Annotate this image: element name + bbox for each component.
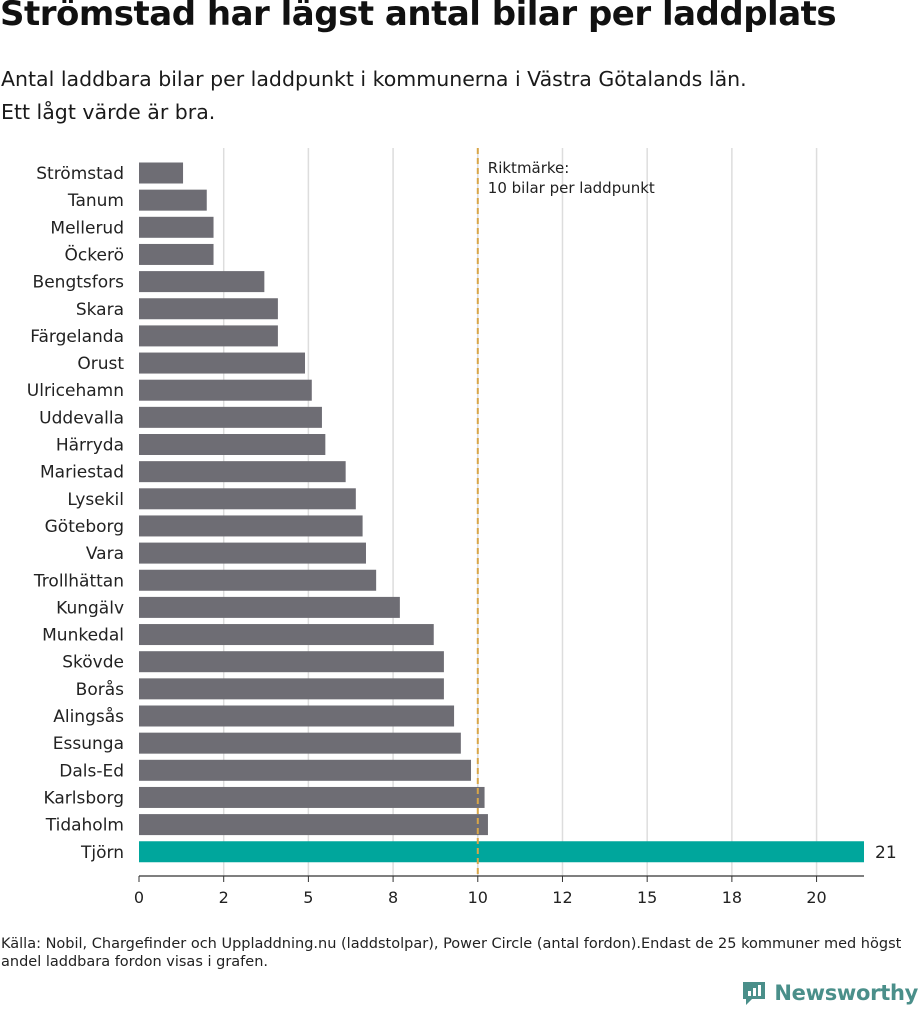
bar-tjörn	[139, 841, 864, 863]
x-tick-label: 18	[722, 888, 742, 907]
category-label: Härryda	[56, 436, 124, 456]
category-label: Dals-Ed	[59, 761, 124, 781]
bar-munkedal	[139, 624, 434, 646]
category-label: Vara	[86, 544, 124, 564]
subtitle-line-2: Ett lågt värde är bra.	[1, 100, 216, 124]
bar-mariestad	[139, 461, 346, 483]
category-label: Kungälv	[56, 598, 124, 618]
bar-dals-ed	[139, 759, 472, 781]
bar-karlsborg	[139, 786, 485, 808]
bar-kungälv	[139, 596, 400, 618]
category-label: Mariestad	[40, 463, 124, 483]
category-label: Alingsås	[53, 706, 124, 727]
x-tick-label: 8	[388, 888, 398, 907]
category-label: Tidaholm	[45, 816, 124, 836]
bar-tidaholm	[139, 814, 488, 836]
category-label: Göteborg	[45, 517, 124, 537]
bar-trollhättan	[139, 569, 377, 591]
x-tick-label: 20	[806, 888, 826, 907]
category-label: Orust	[77, 354, 124, 374]
reference-label-line-1: Riktmärke:	[488, 159, 570, 177]
bar-borås	[139, 678, 444, 700]
category-label: Bengtsfors	[33, 273, 125, 293]
bar-färgelanda	[139, 325, 278, 347]
chart-subtitle: Antal laddbara bilar per laddpunkt i kom…	[1, 63, 747, 129]
bar-vara	[139, 542, 366, 564]
bar-skövde	[139, 651, 444, 673]
bar-mellerud	[139, 216, 214, 238]
category-label: Färgelanda	[30, 327, 124, 347]
brand-logo: Newsworthy	[740, 978, 918, 1008]
bar-lysekil	[139, 488, 356, 510]
category-label: Essunga	[53, 734, 124, 754]
category-label: Skövde	[62, 653, 124, 673]
x-tick-label: 15	[637, 888, 657, 907]
chart-title: Strömstad har lägst antal bilar per ladd…	[0, 0, 837, 34]
category-label: Trollhättan	[33, 571, 124, 591]
category-label: Ulricehamn	[27, 381, 124, 401]
bar-göteborg	[139, 515, 363, 537]
x-tick-label: 5	[303, 888, 313, 907]
x-tick-label: 10	[468, 888, 488, 907]
category-label: Tanum	[67, 191, 124, 211]
category-label: Borås	[76, 679, 124, 700]
bar-bengtsfors	[139, 271, 265, 293]
category-label: Öckerö	[65, 243, 124, 265]
bar-essunga	[139, 732, 461, 754]
bar-ulricehamn	[139, 379, 312, 401]
bar-chart: 0 2 5 8 10 12 15 18 20 Strömstad Tanum Mellerud Öcke…	[27, 148, 897, 907]
bar-tanum	[139, 189, 207, 211]
category-label: Lysekil	[67, 490, 124, 510]
bar-öckerö	[139, 243, 214, 265]
subtitle-line-1: Antal laddbara bilar per laddpunkt i kom…	[1, 67, 747, 91]
category-label: Skara	[76, 300, 124, 320]
category-label: Uddevalla	[39, 408, 124, 428]
value-label: 21	[875, 843, 897, 863]
bar-strömstad	[139, 162, 184, 184]
category-label: Munkedal	[42, 626, 124, 646]
x-tick-label: 12	[552, 888, 572, 907]
brand-name: Newsworthy	[774, 981, 918, 1005]
bar-alingsås	[139, 705, 455, 727]
category-label: Mellerud	[50, 218, 124, 238]
bar-härryda	[139, 434, 326, 455]
bar-uddevalla	[139, 406, 322, 428]
reference-label-line-2: 10 bilar per laddpunkt	[488, 179, 655, 197]
category-label: Karlsborg	[43, 788, 124, 808]
bar-orust	[139, 352, 306, 374]
x-tick-label: 2	[219, 888, 229, 907]
category-label: Strömstad	[36, 164, 124, 184]
x-tick-label: 0	[134, 888, 144, 907]
category-label: Tjörn	[80, 843, 124, 863]
newsworthy-icon	[743, 982, 766, 1005]
source-note: Källa: Nobil, Chargefinder och Uppladdni…	[1, 936, 902, 970]
bar-skara	[139, 298, 278, 320]
